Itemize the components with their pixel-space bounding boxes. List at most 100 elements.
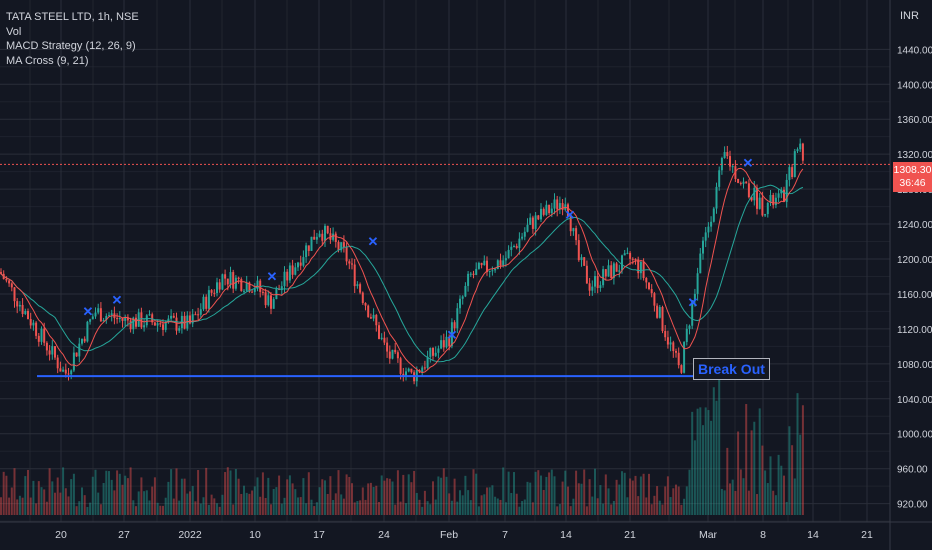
- volume-bar: [253, 486, 256, 515]
- volume-bar: [793, 478, 796, 515]
- volume-bar: [720, 488, 723, 515]
- candle-body: [291, 265, 294, 275]
- candle-body: [480, 262, 483, 266]
- candle-body: [518, 238, 521, 248]
- volume-bar: [380, 475, 383, 515]
- volume-bar: [415, 492, 418, 515]
- candle-body: [359, 284, 362, 293]
- candle-body: [118, 318, 121, 320]
- volume-bar: [642, 473, 645, 515]
- candle-body: [275, 288, 278, 300]
- candle-body: [618, 270, 621, 272]
- volume-bar: [313, 506, 316, 515]
- candle-body: [734, 166, 737, 180]
- volume-bar: [29, 497, 32, 515]
- volume-bar: [153, 477, 156, 515]
- candle-body: [272, 299, 275, 309]
- volume-bar: [56, 477, 59, 515]
- volume-bar: [653, 495, 656, 515]
- volume-bar: [218, 506, 221, 515]
- candle-body: [172, 315, 175, 318]
- candle-body: [35, 322, 38, 336]
- candle-body: [461, 296, 464, 299]
- volume-indicator-label[interactable]: Vol: [6, 25, 22, 38]
- volume-bar: [399, 501, 402, 515]
- volume-bar: [656, 486, 659, 515]
- volume-bar: [737, 431, 740, 515]
- candle-body: [205, 296, 208, 309]
- volume-bar: [494, 496, 497, 515]
- volume-bar: [278, 475, 281, 515]
- candle-body: [556, 199, 559, 210]
- volume-bar: [72, 473, 75, 515]
- candle-body: [729, 156, 731, 167]
- candle-body: [315, 236, 318, 240]
- macd-indicator-label[interactable]: MACD Strategy (12, 26, 9): [6, 40, 136, 52]
- volume-bar: [137, 491, 140, 515]
- candle-body: [540, 208, 542, 220]
- candle-body: [232, 272, 235, 289]
- candle-body: [745, 181, 748, 184]
- volume-bar: [523, 499, 526, 515]
- volume-bar: [723, 490, 726, 515]
- volume-bar: [626, 497, 629, 515]
- volume-bar: [186, 493, 189, 515]
- volume-bar: [596, 498, 599, 515]
- y-tick-label: 1200.00: [897, 255, 932, 266]
- candle-body: [685, 328, 688, 342]
- volume-bar: [67, 496, 70, 515]
- volume-bar: [666, 476, 669, 515]
- candle-body: [267, 295, 270, 306]
- candle-body: [639, 262, 642, 274]
- volume-bar: [556, 506, 559, 515]
- volume-bar: [178, 500, 181, 515]
- candle-body: [224, 274, 227, 279]
- symbol-label[interactable]: TATA STEEL LTD, 1h, NSE: [6, 11, 139, 23]
- candle-body: [405, 371, 407, 376]
- volume-bar: [513, 472, 515, 515]
- candle-body: [477, 262, 480, 269]
- volume-bar: [599, 485, 602, 515]
- volume-bar: [251, 490, 254, 515]
- ma-cross-marker: ✕: [83, 304, 94, 319]
- y-tick-label: 1120.00: [897, 325, 932, 336]
- candle-body: [78, 343, 81, 357]
- candle-body: [0, 272, 2, 274]
- candle-body: [13, 287, 16, 302]
- volume-bar: [59, 492, 62, 515]
- y-tick-label: 1080.00: [897, 360, 932, 371]
- volume-bar: [645, 497, 648, 515]
- volume-bar: [572, 498, 575, 515]
- candle-body: [558, 203, 561, 210]
- candle-body: [521, 236, 524, 239]
- ma-cross-indicator-label[interactable]: MA Cross (9, 21): [6, 54, 89, 67]
- candle-body: [356, 284, 359, 287]
- candle-body: [753, 187, 756, 201]
- candle-body: [469, 273, 472, 275]
- candle-body: [750, 197, 753, 201]
- volume-bar: [351, 483, 353, 515]
- volume-bar: [375, 485, 378, 515]
- volume-bar: [550, 469, 553, 515]
- volume-bar: [275, 487, 278, 515]
- volume-bar: [688, 469, 691, 515]
- candle-body: [575, 228, 578, 241]
- volume-bar: [243, 485, 245, 515]
- volume-bar: [658, 500, 661, 515]
- volume-bar: [650, 504, 653, 515]
- candle-body: [353, 264, 356, 287]
- candle-body: [442, 340, 445, 348]
- candle-body: [796, 149, 799, 152]
- volume-bar: [24, 476, 27, 515]
- candle-body: [793, 151, 796, 178]
- candle-body: [16, 301, 19, 307]
- x-tick-label: 21: [624, 529, 636, 541]
- volume-bar: [442, 468, 445, 515]
- candle-body: [437, 348, 440, 353]
- candle-body: [97, 308, 100, 313]
- x-tick-label: Mar: [699, 529, 718, 541]
- x-tick-label: 14: [560, 529, 572, 541]
- volume-bar: [180, 478, 183, 515]
- breakout-annotation[interactable]: Break Out: [693, 358, 770, 380]
